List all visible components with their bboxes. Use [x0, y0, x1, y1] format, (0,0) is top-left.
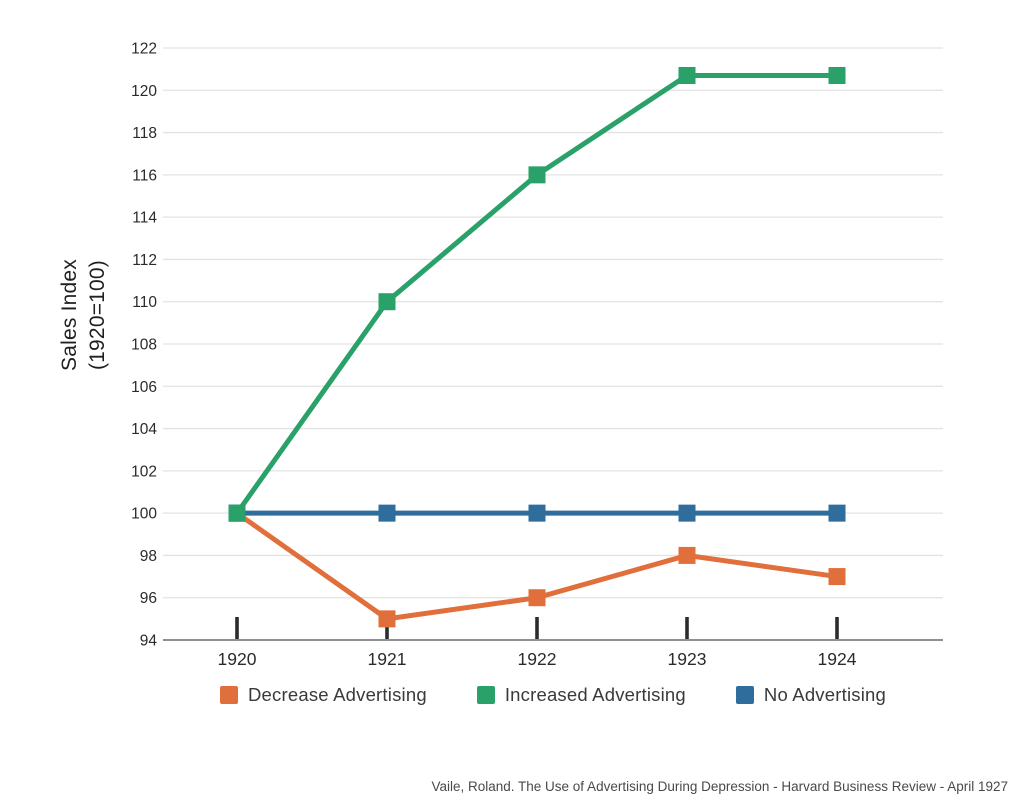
legend-label: Increased Advertising: [504, 684, 686, 705]
series-line-increased-advertising: [234, 72, 837, 515]
y-axis-tick-labels: 94 96 98 100 102 104 106 108 110 112 114 116 118 120 1…: [131, 41, 157, 650]
legend-label: No Advertising: [763, 684, 886, 705]
y-tick-label: 120: [131, 83, 157, 100]
x-tick-label: 1922: [518, 649, 557, 669]
x-tick-label: 1921: [368, 649, 407, 669]
y-tick-label: 112: [132, 252, 157, 269]
x-tick-label: 1924: [818, 649, 857, 669]
y-tick-label: 122: [131, 41, 157, 58]
data-point-marker: [828, 568, 846, 586]
data-point-marker: [678, 66, 696, 84]
y-tick-label: 118: [132, 125, 157, 142]
data-point-marker: [528, 589, 546, 607]
legend-item-decrease-advertising: Decrease Advertising: [220, 684, 427, 706]
series-no-advertising: [228, 504, 846, 522]
gridlines: [163, 47, 943, 599]
data-point-marker: [828, 504, 846, 522]
data-point-marker: [678, 546, 696, 564]
data-point-marker: [528, 504, 546, 522]
y-tick-label: 106: [131, 379, 157, 396]
y-tick-label: 94: [140, 633, 158, 650]
y-tick-label: 98: [140, 548, 157, 565]
x-tick-label: 1923: [668, 649, 707, 669]
legend-item-no-advertising: No Advertising: [735, 684, 886, 706]
data-point-marker: [828, 66, 846, 84]
y-tick-label: 116: [132, 167, 157, 184]
x-axis: 1920 1921 1922 1923 1924: [218, 617, 857, 669]
data-point-marker: [528, 166, 546, 184]
y-tick-label: 96: [140, 590, 157, 607]
data-point-marker: [678, 504, 696, 522]
legend-swatch-increased-advertising: [476, 686, 495, 704]
data-point-marker: [378, 293, 396, 311]
series-increased-advertising: [228, 66, 846, 522]
line-chart: 94 96 98 100 102 104 106 108 110 112 114 116 118 120 1…: [131, 41, 943, 669]
legend-swatch-no-advertising: [735, 686, 754, 704]
legend-swatch-decrease-advertising: [220, 686, 238, 704]
data-point-marker: [378, 610, 396, 628]
legend-item-increased-advertising: Increased Advertising: [476, 684, 686, 706]
legend-label: Decrease Advertising: [248, 684, 427, 705]
data-point-marker: [228, 504, 246, 522]
y-tick-label: 102: [131, 463, 157, 480]
y-tick-label: 100: [131, 506, 157, 523]
y-tick-label: 110: [132, 294, 157, 311]
x-tick-label: 1920: [218, 649, 257, 669]
citation: Vaile, Roland. The Use of Advertising Du…: [431, 779, 1008, 794]
chart-legend: Decrease Advertising Increased Advertisin…: [163, 684, 943, 706]
series-decrease-advertising: [228, 504, 846, 628]
y-tick-label: 104: [131, 421, 157, 438]
y-tick-label: 114: [132, 210, 157, 227]
data-point-marker: [378, 504, 396, 522]
y-tick-label: 108: [131, 337, 157, 354]
